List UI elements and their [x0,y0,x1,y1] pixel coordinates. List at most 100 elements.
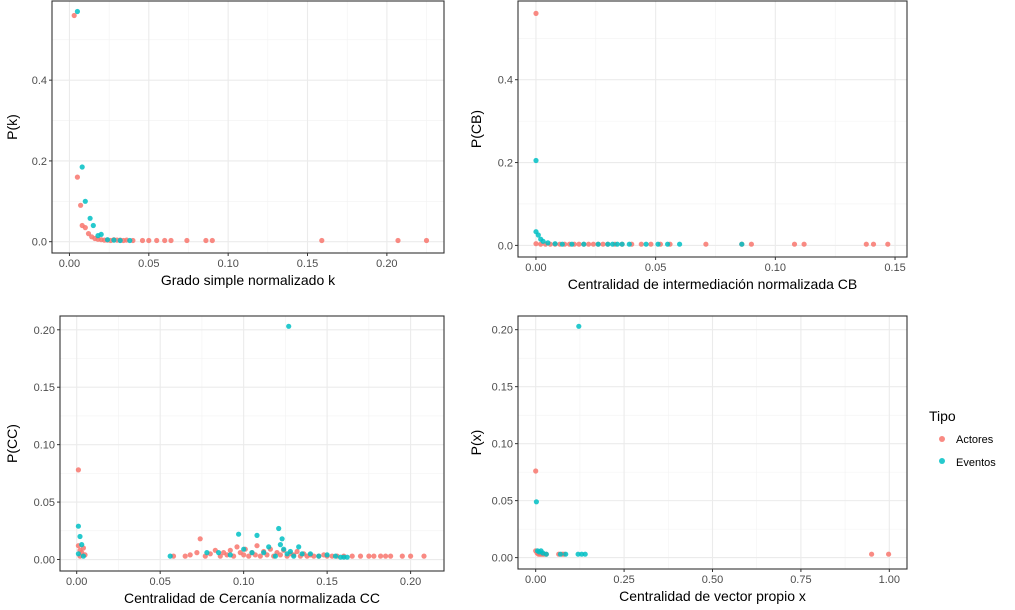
data-point-eventos [595,241,601,247]
data-point-eventos [111,237,117,243]
data-point-eventos [75,523,81,529]
legend-label-actores: Actores [956,434,994,446]
data-point-actores [870,241,877,247]
data-point-actores [139,237,146,244]
y-tick-label: 0.15 [492,382,513,394]
data-point-eventos [249,550,255,556]
x-tick-label: 0.10 [765,262,786,274]
data-point-eventos [677,241,683,247]
data-point-eventos [98,231,104,237]
data-point-actores [408,553,414,559]
data-point-eventos [82,198,88,204]
data-point-actores [168,237,174,244]
data-point-actores [254,543,260,549]
data-point-eventos [576,323,582,329]
y-tick-label: 0.2 [498,158,513,170]
data-point-actores [182,553,188,559]
data-point-eventos [575,551,581,557]
data-point-actores [194,550,200,556]
x-axis-title: Centralidad de Cercanía normalizada CC [124,590,380,605]
x-tick-label: 0.00 [525,574,546,586]
data-point-eventos [236,531,242,537]
chart-panel-3: 0.00 0.05 0.10 0.15 0.20 0.00 0.05 0.10 0.15 0.20… [4,315,445,606]
y-tick-label: 0.00 [492,553,513,565]
data-point-actores [154,237,160,244]
y-axis-title: P(CB) [468,110,484,148]
data-point-eventos [533,499,540,505]
y-tick-label: 0.20 [34,325,55,337]
data-point-actores [209,237,215,244]
data-point-actores [801,241,807,247]
data-point-eventos [77,533,83,540]
x-axis-title: Grado simple normalizado k [161,272,336,288]
y-tick-label: 0.4 [498,75,513,87]
data-point-actores [586,241,592,247]
data-point-eventos [167,553,173,559]
data-point-actores [748,241,755,247]
y-tick-label: 0.05 [34,497,55,509]
data-point-eventos [545,240,551,246]
y-tick-label: 0.0 [498,240,513,252]
data-point-actores [319,237,325,244]
data-point-eventos [127,237,133,244]
legend-label-eventos: Eventos [956,457,996,469]
data-point-eventos [610,241,616,247]
data-point-actores [146,237,152,244]
data-point-actores [184,237,190,244]
x-tick-label: 0.00 [66,576,87,588]
data-point-eventos [655,241,661,247]
data-point-actores [227,547,233,553]
x-axis-title: Centralidad de intermediación normalizad… [568,276,858,292]
y-tick-label: 0.10 [34,440,55,452]
data-point-actores [533,468,539,474]
data-point-actores [533,10,539,16]
data-point-actores [349,553,355,559]
data-point-eventos [80,553,86,559]
y-tick-label: 0.15 [34,382,55,394]
data-point-eventos [204,550,210,556]
data-point-actores [863,241,869,247]
x-tick-label: 0.25 [613,574,634,586]
y-axis-title: P(k) [4,114,20,140]
data-point-actores [648,241,654,247]
x-tick-label: 0.00 [525,262,546,274]
x-tick-label: 0.15 [297,258,318,270]
data-point-actores [357,553,364,559]
data-point-eventos [79,164,85,170]
data-point-actores [71,12,77,19]
data-point-actores [421,553,427,559]
data-point-eventos [104,237,111,243]
legend-key-eventos [939,458,945,464]
data-point-eventos [543,551,549,557]
data-point-actores [886,551,892,557]
data-point-eventos [299,551,305,557]
x-tick-label: 0.20 [376,258,397,270]
legend-title: Tipo [929,408,956,424]
data-point-eventos [291,553,297,559]
series-eventos [74,8,133,244]
data-point-eventos [276,525,282,532]
data-point-eventos [90,222,96,229]
data-point-eventos [261,550,267,556]
data-point-eventos [287,548,293,555]
data-point-actores [791,241,798,247]
x-tick-label: 0.05 [138,258,159,270]
data-point-actores [203,237,209,244]
plot-background [52,1,444,253]
chart-panel-1: 0.00 0.05 0.10 0.15 0.20 0.0 0.2 0.4 Grado simpl… [4,0,445,288]
series-eventos [533,323,588,557]
y-tick-label: 0.4 [32,75,47,87]
legend-key-actores [939,436,945,442]
data-point-eventos [277,542,283,548]
x-tick-label: 0.05 [645,262,666,274]
y-tick-label: 0.2 [32,156,47,168]
data-point-eventos [227,552,233,558]
x-tick-label: 0.15 [316,576,337,588]
data-point-eventos [281,546,287,552]
data-point-actores [246,553,252,559]
chart-panel-2: 0.00 0.05 0.10 0.15 0.0 0.2 0.4 Centralidad de … [468,0,908,292]
y-axis-title: P(x) [468,430,484,456]
data-point-eventos [581,241,587,247]
